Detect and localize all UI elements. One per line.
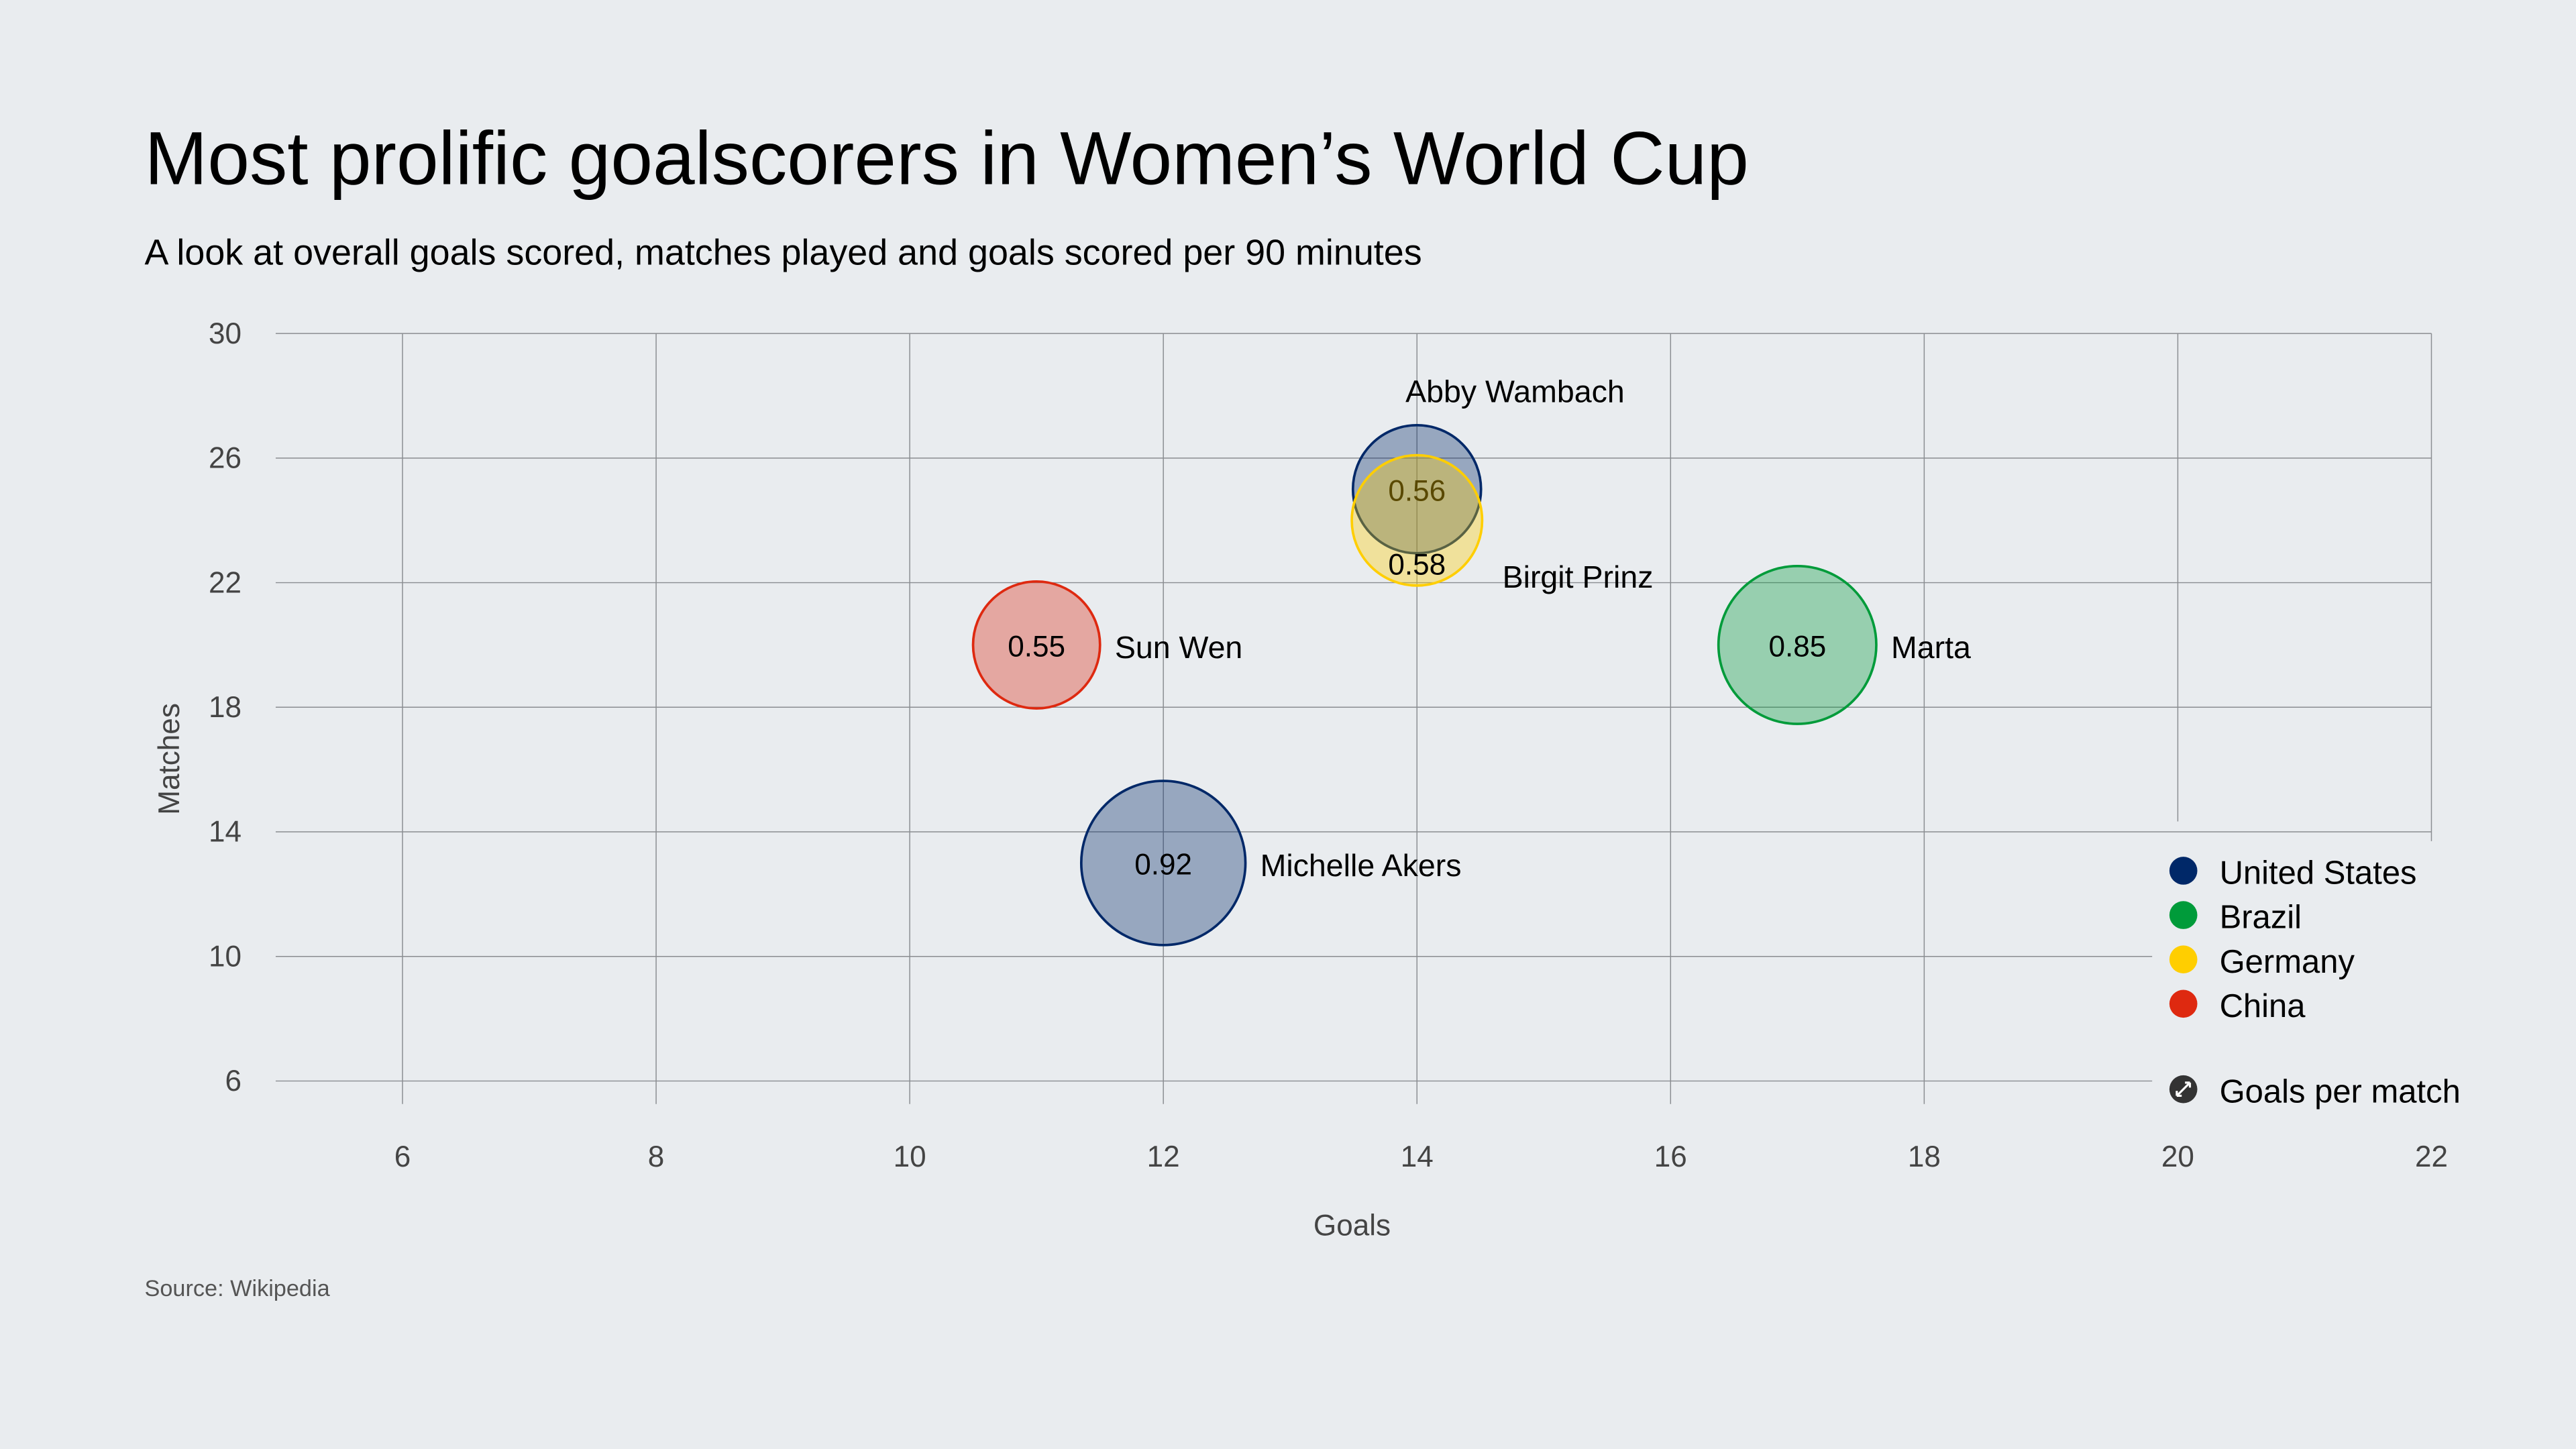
legend-swatch <box>2169 901 2198 929</box>
bubble-mark[interactable] <box>1717 564 1878 725</box>
y-axis-label: Matches <box>153 703 186 815</box>
bubble-name-label: Michelle Akers <box>1260 848 1462 883</box>
x-tick-label: 16 <box>1654 1140 1687 1173</box>
bubble-value-label: 0.56 <box>1388 474 1446 507</box>
legend-label: China <box>2220 988 2306 1024</box>
chart-title: Most prolific goalscorers in Women’s Wor… <box>145 115 1749 200</box>
arrow-glyph <box>2176 1081 2192 1097</box>
legend-swatch <box>2169 857 2198 885</box>
legend-item-united-states[interactable]: United States <box>2169 855 2417 892</box>
legend-size-label: Goals per match <box>2220 1073 2461 1110</box>
legend: United States Brazil Germany China Goals per… <box>2169 855 2461 1110</box>
bubble-mark[interactable] <box>1079 780 1247 947</box>
legend-label: United States <box>2220 855 2417 892</box>
bubble-marta[interactable]: 0.85 Marta <box>1717 564 1971 725</box>
bubble-name-label: Sun Wen <box>1115 630 1242 665</box>
chart-subtitle: A look at overall goals scored, matches … <box>145 232 1422 272</box>
x-tick-label: 10 <box>894 1140 926 1173</box>
y-tick-label: 14 <box>209 816 241 849</box>
legend-item-china[interactable]: China <box>2169 988 2306 1024</box>
y-tick-label: 22 <box>209 566 241 599</box>
x-tick-label: 12 <box>1147 1140 1180 1173</box>
bubble-value-label: 0.92 <box>1134 849 1192 881</box>
bubble-value-label: 0.55 <box>1008 631 1065 663</box>
y-tick-label: 30 <box>209 317 241 350</box>
legend-swatch <box>2169 989 2198 1018</box>
bubble-mark[interactable] <box>971 580 1102 710</box>
bubble-michelle-akers[interactable]: 0.92 Michelle Akers <box>1079 780 1462 947</box>
legend-item-brazil[interactable]: Brazil <box>2169 900 2302 936</box>
x-tick-label: 8 <box>648 1140 665 1173</box>
legend-label: Germany <box>2220 944 2355 980</box>
x-tick-label: 20 <box>2161 1140 2194 1173</box>
x-tick-label: 18 <box>1908 1140 1941 1173</box>
y-axis-ticks: 6 10 14 18 22 26 30 <box>209 317 241 1097</box>
y-tick-label: 18 <box>209 691 241 724</box>
bubble-name-label: Marta <box>1891 630 1971 665</box>
x-tick-label: 6 <box>394 1140 411 1173</box>
bubble-name-label: Abby Wambach <box>1405 374 1625 409</box>
bubble-value-label: 0.85 <box>1768 631 1826 663</box>
grid <box>275 333 2432 1104</box>
bubble-value-label: 0.58 <box>1388 549 1446 582</box>
legend-swatch <box>2169 945 2198 974</box>
bubble-mark[interactable] <box>1350 453 1484 587</box>
x-tick-label: 14 <box>1401 1140 1434 1173</box>
x-axis-ticks: 6 8 10 12 14 16 18 20 22 <box>394 1140 2448 1173</box>
legend-label: Brazil <box>2220 900 2302 936</box>
y-tick-label: 6 <box>225 1065 241 1097</box>
x-axis-label: Goals <box>1313 1210 1391 1242</box>
legend-item-size: Goals per match <box>2169 1073 2461 1110</box>
y-tick-label: 10 <box>209 940 241 973</box>
bubble-abby-wambach[interactable]: 0.56 Abby Wambach <box>1351 374 1625 555</box>
x-tick-label: 22 <box>2415 1140 2448 1173</box>
y-tick-label: 26 <box>209 442 241 475</box>
bubble-mark[interactable] <box>1351 423 1483 555</box>
bubble-name-label: Birgit Prinz <box>1503 559 1654 594</box>
bubble-birgit-prinz[interactable]: 0.58 Birgit Prinz <box>1350 453 1654 595</box>
source-note: Source: Wikipedia <box>145 1276 331 1301</box>
legend-item-germany[interactable]: Germany <box>2169 944 2355 980</box>
bubble-sun-wen[interactable]: 0.55 Sun Wen <box>971 580 1243 710</box>
